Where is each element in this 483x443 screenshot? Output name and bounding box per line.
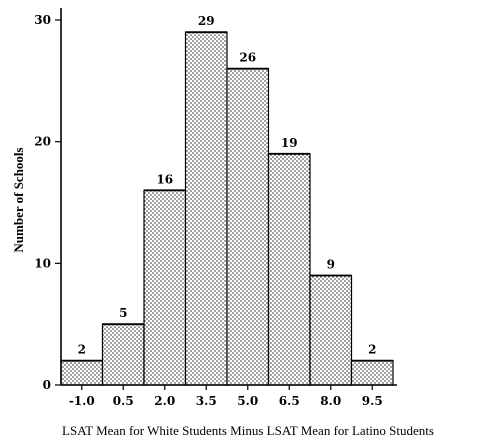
data-label--1.0: 2 xyxy=(78,343,86,357)
x-tick-label-6.5: 6.5 xyxy=(279,394,300,408)
bar-2.0 xyxy=(143,189,187,386)
x-tick-label-8.0: 8.0 xyxy=(320,394,341,408)
data-label-6.5: 19 xyxy=(281,136,298,150)
bars-group xyxy=(60,31,394,386)
data-label-9.5: 2 xyxy=(368,343,376,357)
bar-3.5 xyxy=(184,31,228,386)
bar-9.5 xyxy=(350,360,394,386)
x-axis: -1.0 0.5 2.0 3.5 5.0 6.5 8.0 9.5 xyxy=(61,384,397,408)
x-tick-label-9.5: 9.5 xyxy=(362,394,383,408)
y-tick-label-10: 10 xyxy=(34,256,51,270)
data-label-2.0: 16 xyxy=(156,172,173,186)
x-tick-label-2.0: 2.0 xyxy=(154,394,175,408)
x-axis-title: LSAT Mean for White Students Minus LSAT … xyxy=(62,423,434,438)
data-labels-group: 2 5 16 29 26 19 9 2 xyxy=(78,14,377,357)
x-tick-label-3.5: 3.5 xyxy=(196,394,217,408)
data-label-3.5: 29 xyxy=(198,14,215,28)
y-axis-title: Number of Schools xyxy=(11,147,26,252)
y-tick-label-20: 20 xyxy=(34,135,51,149)
x-tick-label-0.5: 0.5 xyxy=(113,394,134,408)
data-label-0.5: 5 xyxy=(119,306,127,320)
bar-5.0 xyxy=(226,68,270,386)
data-label-5.0: 26 xyxy=(239,51,256,65)
bar-6.5 xyxy=(267,153,311,386)
bar-0.5 xyxy=(101,323,145,386)
data-label-8.0: 9 xyxy=(327,258,335,272)
y-tick-label-30: 30 xyxy=(34,13,51,27)
x-tick-label--1.0: -1.0 xyxy=(69,394,95,408)
bar--1.0 xyxy=(60,360,104,386)
bar-8.0 xyxy=(309,274,353,386)
y-axis: 0 10 20 30 xyxy=(34,8,62,392)
x-tick-label-5.0: 5.0 xyxy=(237,394,258,408)
y-tick-label-0: 0 xyxy=(43,378,51,392)
